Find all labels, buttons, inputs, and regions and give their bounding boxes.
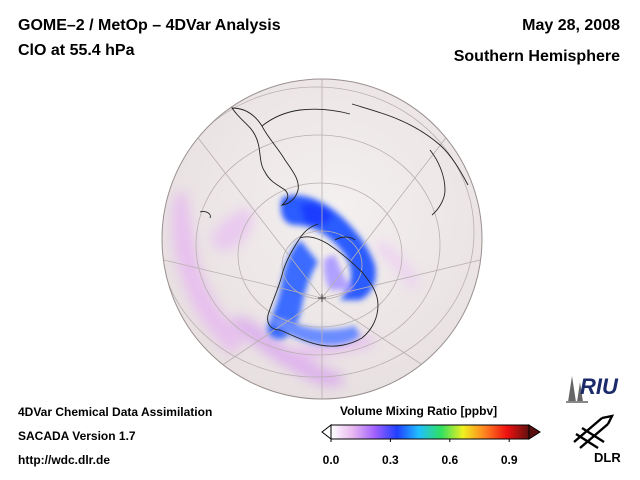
colorbar-title: Volume Mixing Ratio [ppbv] <box>340 404 498 418</box>
dlr-logo-mark-icon <box>573 414 615 450</box>
coastlines <box>199 103 469 347</box>
colorbar-tick-label: 0.9 <box>501 453 518 467</box>
colorbar-ticks: 0.0 0.3 0.6 0.9 <box>323 439 518 467</box>
graticule <box>162 79 481 399</box>
colorbar-tick-label: 0.6 <box>441 453 458 467</box>
map-subtitle: ClO at 55.4 hPa <box>18 42 135 59</box>
map-region: Southern Hemisphere <box>453 48 620 65</box>
pole-marker <box>318 294 326 302</box>
colorbar-tick-label: 0.3 <box>382 453 399 467</box>
colorbar-min-arrow <box>321 423 332 441</box>
colorbar-gradient <box>330 424 530 440</box>
dlr-logo-text: DLR <box>594 450 621 465</box>
riu-logo-text: RIU <box>580 374 618 399</box>
map-title: GOME–2 / MetOp – 4DVar Analysis <box>18 17 281 34</box>
footer-link[interactable]: http://wdc.dlr.de <box>18 453 110 467</box>
footer-line-2: SACADA Version 1.7 <box>18 429 136 443</box>
riu-logo: RIU <box>566 374 630 404</box>
colorbar-tick-label: 0.0 <box>323 453 340 467</box>
footer-line-1: 4DVar Chemical Data Assimilation <box>18 405 213 419</box>
map-date: May 28, 2008 <box>522 17 620 34</box>
clo-high-band <box>267 195 376 345</box>
globe-rim <box>161 78 483 400</box>
dlr-logo: DLR <box>562 412 632 472</box>
colorbar-max-arrow <box>528 424 541 440</box>
riu-logo-mark-icon <box>566 376 588 403</box>
